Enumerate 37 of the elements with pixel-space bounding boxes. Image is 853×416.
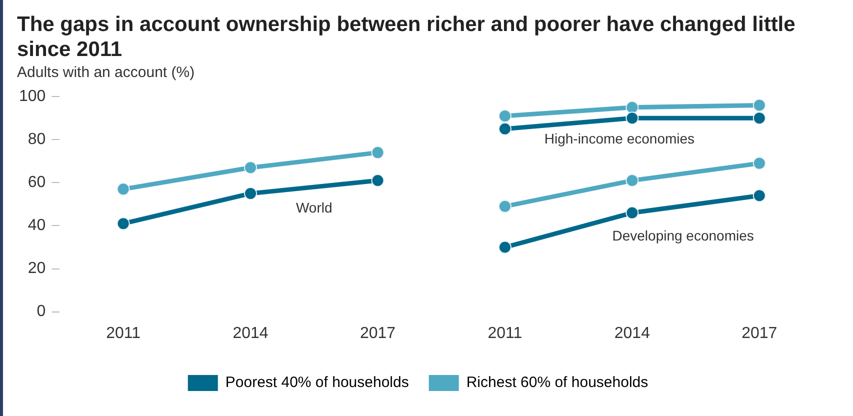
point: [752, 98, 766, 112]
point: [626, 174, 639, 188]
y-tick-label: 100: [18, 88, 46, 106]
legend-label: Richest 60% of households: [466, 374, 648, 392]
y-tick-label: 20: [28, 260, 46, 278]
x-tick-label: 2017: [360, 324, 396, 342]
x-tick-label: 2014: [614, 324, 650, 342]
point: [371, 146, 384, 160]
x-tick-label: 2011: [488, 324, 522, 342]
y-tick-label: 60: [28, 174, 46, 192]
annotation: World: [296, 199, 332, 216]
point: [498, 200, 512, 213]
point: [752, 112, 766, 125]
point: [626, 100, 639, 114]
point: [498, 122, 512, 136]
x-tick-label: 2014: [232, 324, 268, 342]
point: [244, 186, 258, 200]
point: [752, 156, 766, 170]
point: [498, 109, 512, 122]
annotation: Developing economies: [612, 227, 754, 244]
point: [752, 189, 766, 202]
point: [498, 240, 512, 254]
y-tick-label: 0: [36, 303, 46, 320]
point: [371, 174, 384, 188]
x-tick-label: 2017: [742, 324, 778, 342]
point: [116, 217, 130, 230]
y-tick-label: 40: [28, 217, 46, 234]
point: [626, 112, 639, 125]
chart-title: The gaps in account ownership between richer and poorer have changed little since 2011: [16, 12, 796, 62]
point: [626, 206, 639, 220]
chart-subtitle: Adults with an account (%): [16, 63, 196, 81]
point: [116, 182, 130, 196]
y-tick-label: 80: [28, 131, 46, 148]
x-tick-label: 2011: [106, 324, 141, 342]
legend-label: Poorest 40% of households: [225, 374, 409, 392]
annotation: High-income economies: [544, 130, 695, 146]
point: [244, 161, 258, 174]
